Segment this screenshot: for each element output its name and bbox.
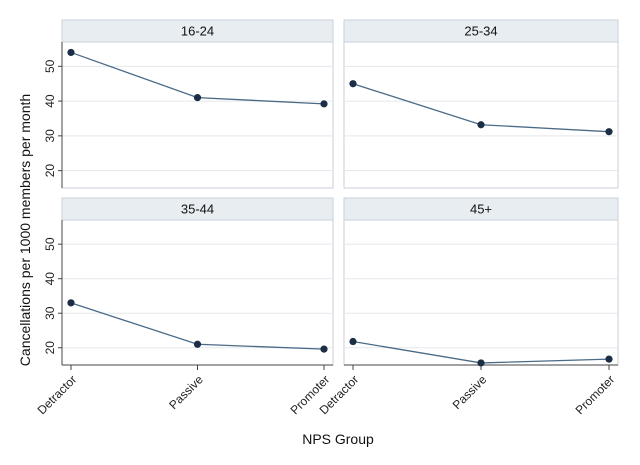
chart-panels: 16-242030405025-3435-4420304050Detractor… <box>35 19 619 417</box>
y-tick-label: 50 <box>43 237 57 251</box>
data-point <box>320 345 328 353</box>
y-tick-label: 40 <box>43 94 57 108</box>
data-point <box>477 121 485 129</box>
data-point <box>605 355 613 363</box>
x-axis-title: NPS Group <box>302 431 374 447</box>
panel-frame <box>343 197 619 366</box>
y-tick-label: 30 <box>43 306 57 320</box>
data-point <box>605 128 613 136</box>
data-point <box>477 359 485 367</box>
y-tick-label: 20 <box>43 341 57 355</box>
panel-title: 45+ <box>470 202 492 217</box>
y-tick-label: 40 <box>43 272 57 286</box>
panel-frame <box>61 197 334 366</box>
data-point <box>320 100 328 108</box>
y-axis-title: Cancellations per 1000 members per month <box>17 94 33 366</box>
panel-strip <box>343 19 619 43</box>
data-point <box>67 48 75 57</box>
panel-3: 45+Detractor Passive Promoter <box>317 197 619 417</box>
panel-frame <box>343 19 619 189</box>
panel-strip <box>61 197 334 221</box>
data-point <box>349 80 357 88</box>
panel-title: 16-24 <box>181 24 214 39</box>
data-point <box>193 94 202 102</box>
data-point <box>67 299 75 307</box>
panel-frame <box>61 19 334 189</box>
y-tick-label: 50 <box>43 59 57 73</box>
panel-strip <box>343 197 619 221</box>
y-tick-label: 20 <box>43 164 57 178</box>
panel-strip <box>61 19 334 43</box>
y-tick-label: 30 <box>43 129 57 143</box>
panel-0: 16-24 20 30 40 50 <box>43 19 334 189</box>
panel-title: 25-34 <box>464 24 497 39</box>
data-point <box>193 340 202 348</box>
data-point <box>349 337 357 346</box>
panel-1: 25-34 <box>343 19 619 189</box>
panel-title: 35-44 <box>181 202 214 217</box>
